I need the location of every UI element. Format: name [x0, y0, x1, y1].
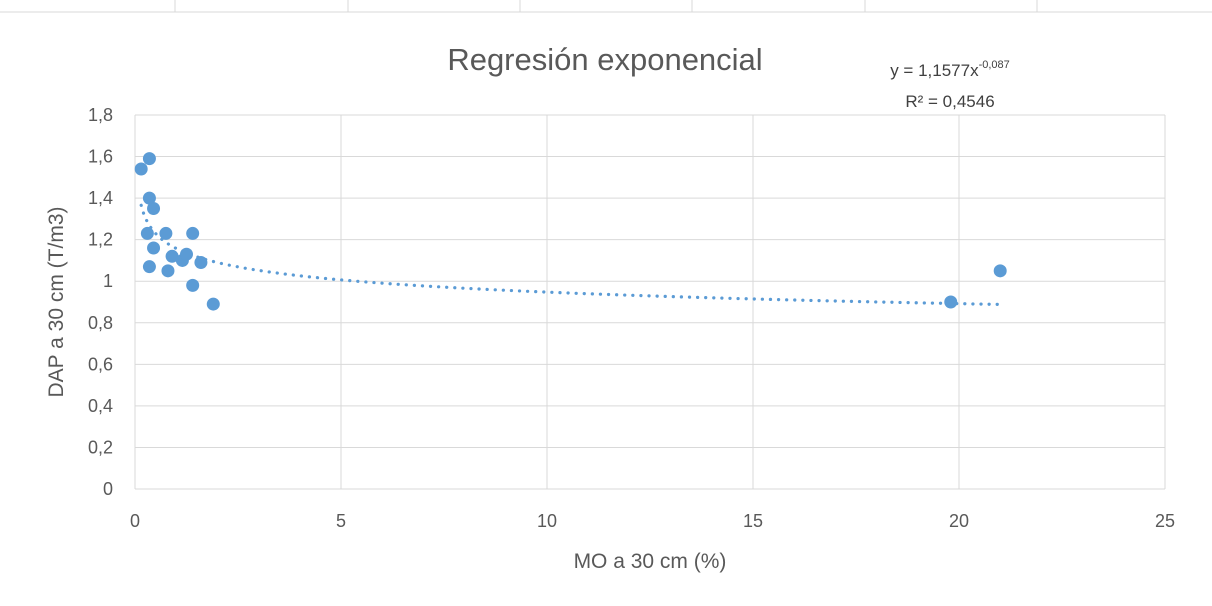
data-point — [159, 226, 173, 240]
x-axis-ticks: 0 5 10 15 20 25 — [130, 511, 1175, 531]
x-tick-label: 15 — [743, 511, 763, 531]
chart-title: Regresión exponencial — [447, 42, 762, 77]
trendline — [139, 203, 1002, 307]
data-point — [142, 191, 156, 205]
data-point — [206, 297, 220, 311]
y-tick-label: 1,4 — [88, 188, 113, 208]
data-point — [186, 278, 200, 292]
y-axis-title: DAP a 30 cm (T/m3) — [45, 207, 68, 398]
data-point — [944, 295, 958, 309]
y-axis-ticks: 0 0,2 0,4 0,6 0,8 1 1,2 1,4 1,6 1,8 — [88, 105, 113, 499]
trendline-equation-base: y = 1,1577x — [890, 61, 979, 80]
trendline-path — [139, 203, 1002, 307]
x-tick-label: 20 — [949, 511, 969, 531]
y-tick-label: 1,8 — [88, 105, 113, 125]
data-point — [161, 264, 175, 278]
data-point — [142, 260, 156, 274]
data-point — [993, 264, 1007, 278]
data-point — [186, 226, 200, 240]
data-point — [140, 226, 154, 240]
x-tick-label: 0 — [130, 511, 140, 531]
trendline-equation-exponent: -0,087 — [979, 59, 1010, 71]
y-tick-label: 1 — [103, 271, 113, 291]
gridlines — [134, 114, 1166, 490]
y-tick-label: 1,6 — [88, 147, 113, 167]
data-point — [147, 202, 161, 215]
trendline-equation: y = 1,1577x-0,087 — [890, 59, 1010, 80]
y-tick-label: 0,2 — [88, 437, 113, 457]
data-point — [180, 247, 193, 261]
trendline-r2: R² = 0,4546 — [905, 92, 994, 111]
x-tick-label: 25 — [1155, 511, 1175, 531]
y-tick-label: 0,6 — [88, 354, 113, 374]
data-points — [134, 152, 1007, 311]
data-point — [165, 249, 179, 263]
y-tick-label: 0 — [103, 479, 113, 499]
x-axis-title: MO a 30 cm (%) — [574, 550, 727, 573]
y-tick-label: 0,8 — [88, 313, 113, 333]
data-point — [142, 152, 156, 166]
frame-top-ticks — [0, 0, 1212, 13]
x-tick-label: 10 — [537, 511, 557, 531]
data-point — [134, 162, 148, 176]
data-point — [194, 256, 208, 270]
y-tick-label: 1,2 — [88, 230, 113, 250]
data-point — [147, 241, 161, 255]
x-tick-label: 5 — [336, 511, 346, 531]
y-tick-label: 0,4 — [88, 396, 113, 416]
